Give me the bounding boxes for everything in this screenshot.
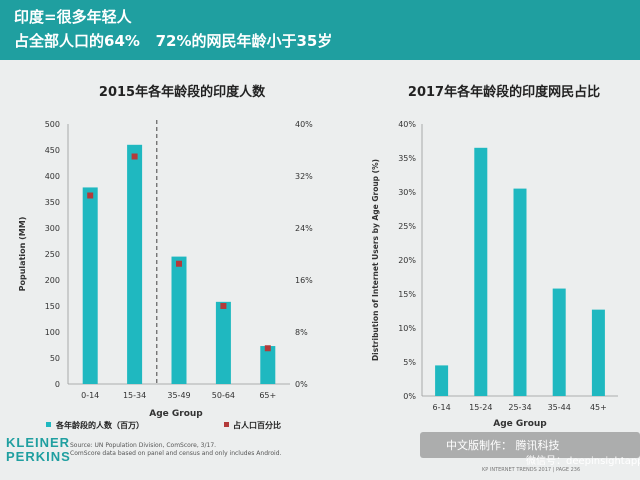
kleiner-perkins-logo: KLEINER PERKINS: [6, 435, 71, 464]
y-tick-label: 350: [45, 198, 60, 207]
chart-title: 2017年各年龄段的印度网民占比: [408, 84, 600, 100]
y-tick-label: 40%: [398, 120, 416, 129]
x-tick-label: 45+: [590, 403, 607, 412]
x-tick-label: 50-64: [212, 391, 235, 400]
bar: [260, 346, 276, 384]
percent-marker: [220, 303, 227, 309]
y-tick-label: 200: [45, 276, 60, 285]
chart-panel: [0, 60, 640, 480]
y2-tick-label: 24%: [295, 224, 313, 233]
y2-tick-label: 40%: [295, 120, 313, 129]
legend-label-markers: 占人口百分比: [233, 420, 281, 430]
bar: [171, 256, 187, 384]
bar: [552, 288, 566, 396]
y-tick-label: 450: [45, 146, 60, 155]
y2-tick-label: 8%: [295, 328, 308, 337]
x-tick-label: 6-14: [433, 403, 451, 412]
y-tick-label: 25%: [398, 222, 416, 231]
legend-swatch-markers: [224, 422, 229, 427]
bar: [591, 309, 605, 396]
x-tick-label: 0-14: [81, 391, 99, 400]
y-tick-label: 5%: [403, 358, 416, 367]
x-tick-label: 15-24: [469, 403, 492, 412]
percent-marker: [264, 345, 271, 352]
chart-internet-users-by-age: 2017年各年龄段的印度网民占比 0% 5% 10% 15% 20% 25% 30% 35% 40…: [371, 84, 618, 429]
y2-tick-label: 0%: [295, 380, 308, 389]
bar: [82, 187, 98, 384]
y-tick-label: 15%: [398, 290, 416, 299]
chart-title: 2015年各年龄段的印度人数: [99, 84, 266, 100]
x-tick-label: 65+: [259, 391, 276, 400]
y2-tick-label: 32%: [295, 172, 313, 181]
y-tick-label: 150: [45, 302, 60, 311]
y-tick-label: 0%: [403, 392, 416, 401]
y-tick-label: 400: [45, 172, 60, 181]
y-tick-label: 0: [55, 380, 60, 389]
y-tick-label: 300: [45, 224, 60, 233]
x-tick-label: 25-34: [508, 403, 531, 412]
x-axis-label: Age Group: [149, 409, 203, 419]
y-tick-label: 30%: [398, 188, 416, 197]
bar: [435, 365, 449, 396]
legend-label-bars: 各年龄段的人数（百万）: [55, 420, 144, 430]
wechat-id-text: 微信号：deepinsightapp: [526, 456, 640, 467]
y-tick-label: 500: [45, 120, 60, 129]
bar: [513, 188, 527, 396]
y-tick-label: 10%: [398, 324, 416, 333]
y-tick-label: 35%: [398, 154, 416, 163]
x-tick-label: 35-49: [167, 391, 190, 400]
x-tick-label: 35-44: [548, 403, 571, 412]
header-title: 印度=很多年轻人: [14, 8, 132, 26]
percent-marker: [87, 192, 94, 199]
x-axis-label: Age Group: [493, 419, 547, 429]
bar: [127, 144, 143, 384]
bar: [474, 147, 488, 396]
percent-marker: [131, 153, 138, 160]
x-tick-label: 15-34: [123, 391, 146, 400]
y-axis-label: Distribution of Internet Users by Age Gr…: [371, 159, 380, 361]
y-tick-label: 250: [45, 250, 60, 259]
header-subtitle: 占全部人口的64% 72%的网民年龄小于35岁: [14, 32, 333, 50]
chart-population-by-age: 2015年各年龄段的印度人数 0 50 100 150 200 250 300 350 400 45…: [18, 84, 313, 430]
header-banner: 印度=很多年轻人 占全部人口的64% 72%的网民年龄小于35岁: [0, 0, 640, 60]
bar: [215, 301, 231, 384]
page-footer: KP INTERNET TRENDS 2017 | PAGE 236: [482, 467, 581, 473]
y-axis-label: Population (MM): [18, 217, 27, 292]
y-tick-label: 50: [50, 354, 60, 363]
y-tick-label: 100: [45, 328, 60, 337]
y2-tick-label: 16%: [295, 276, 313, 285]
watermark-bar: [420, 432, 640, 458]
legend-swatch-bars: [46, 422, 51, 427]
y-tick-label: 20%: [398, 256, 416, 265]
watermark-text: 中文版制作： 腾讯科技: [446, 439, 560, 452]
source-note: Source: UN Population Division, ComScore…: [70, 442, 282, 457]
percent-marker: [176, 260, 182, 267]
